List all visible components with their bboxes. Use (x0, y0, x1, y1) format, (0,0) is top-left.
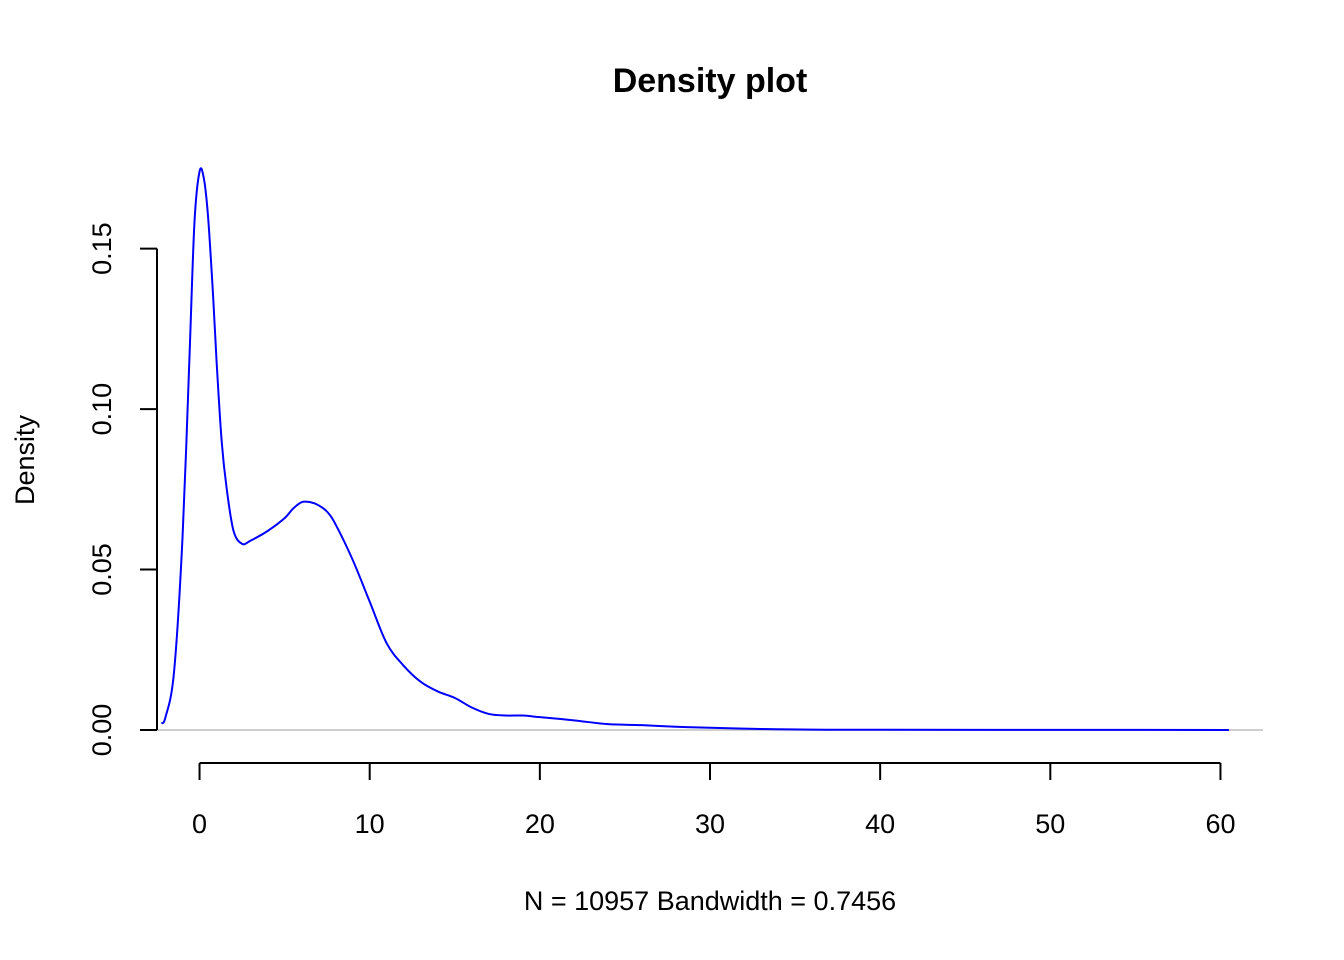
x-tick-label: 20 (525, 809, 555, 839)
x-axis-label: N = 10957 Bandwidth = 0.7456 (524, 886, 896, 916)
x-tick-label: 0 (192, 809, 207, 839)
x-tick-label: 30 (695, 809, 725, 839)
y-axis-label: Density (10, 414, 40, 505)
x-tick-label: 50 (1035, 809, 1065, 839)
y-ticks: 0.00 0.05 0.10 0.15 (87, 222, 157, 756)
y-tick-label: 0.00 (87, 704, 117, 757)
y-tick-label: 0.15 (87, 222, 117, 275)
x-tick-label: 60 (1205, 809, 1235, 839)
x-tick-label: 40 (865, 809, 895, 839)
density-line (160, 167, 1229, 731)
y-tick-label: 0.10 (87, 383, 117, 436)
chart-title: Density plot (613, 62, 808, 100)
x-ticks: 0 10 20 30 40 50 60 (192, 763, 1235, 839)
x-tick-label: 10 (355, 809, 385, 839)
y-tick-label: 0.05 (87, 543, 117, 596)
series-group (160, 167, 1229, 731)
